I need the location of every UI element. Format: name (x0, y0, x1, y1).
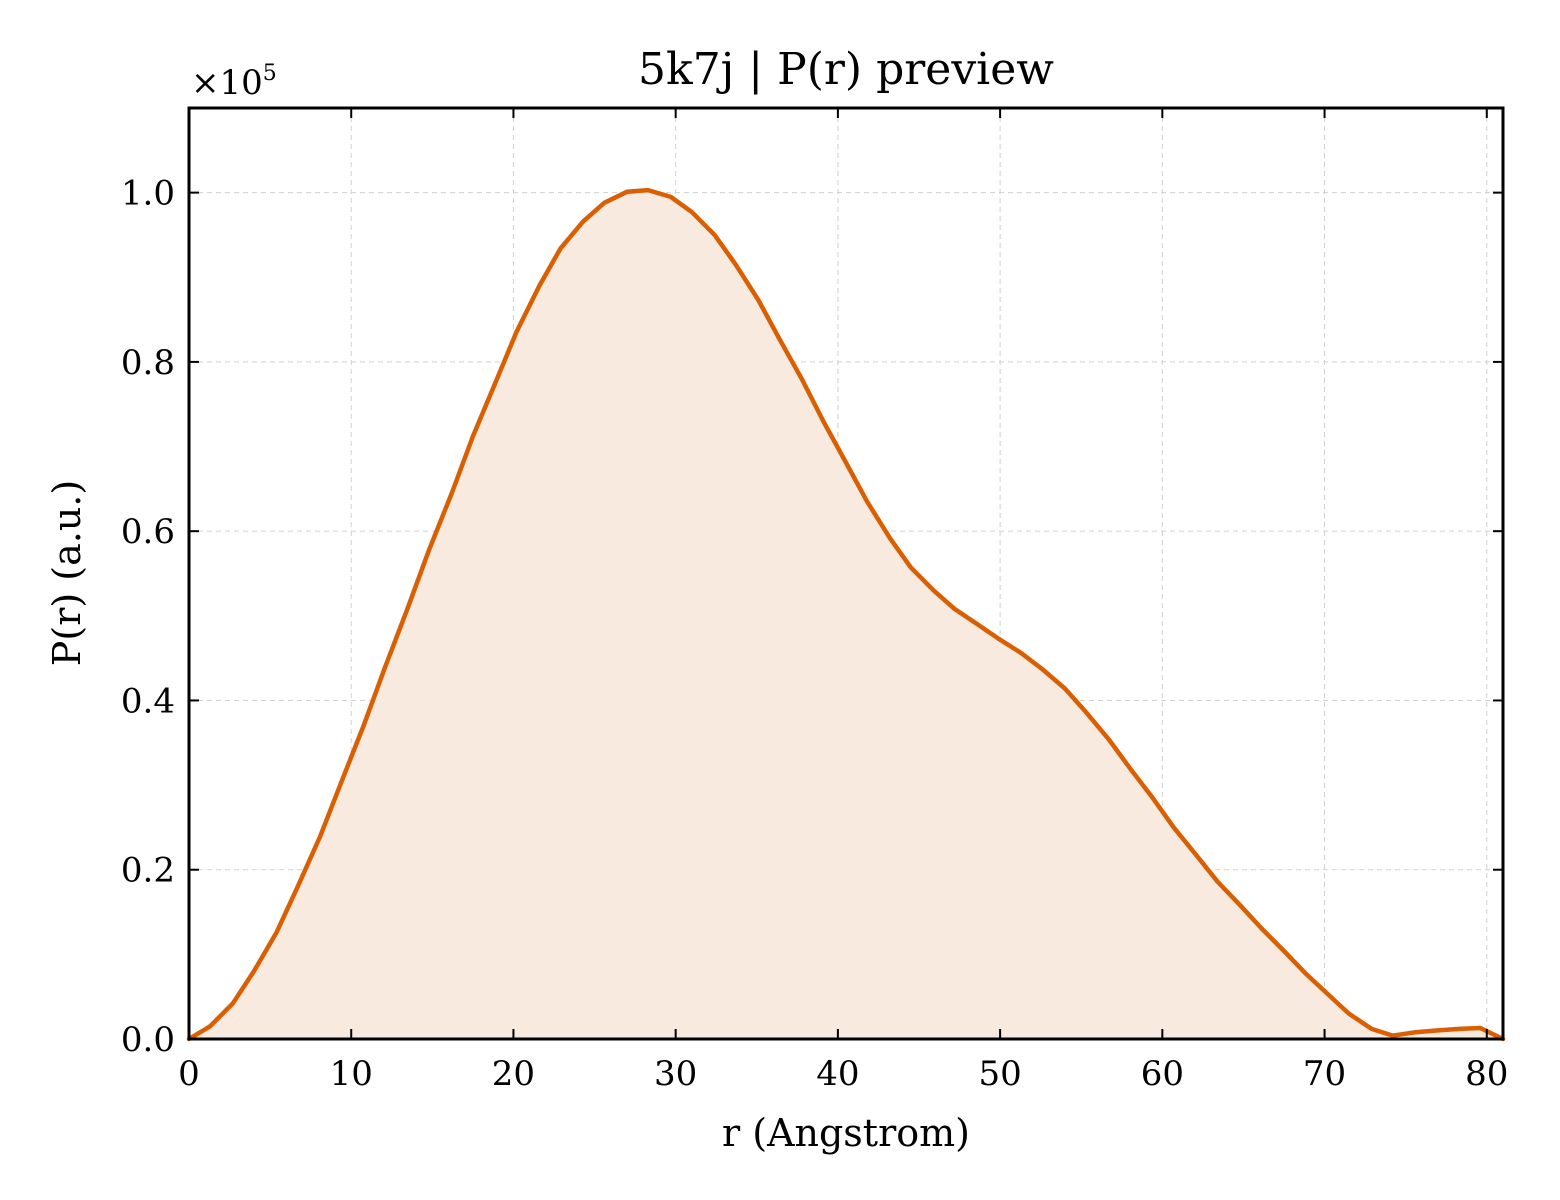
y-scale-factor-base: ×10 (191, 63, 263, 103)
y-axis-label: P(r) (a.u.) (45, 480, 89, 666)
plot-frame (187, 106, 1505, 1041)
x-tick-label: 70 (1303, 1054, 1346, 1094)
y-tick-label: 0.6 (121, 512, 175, 552)
x-tick-label: 50 (978, 1054, 1021, 1094)
x-tick-label: 0 (178, 1054, 200, 1094)
x-tick-label: 30 (654, 1054, 697, 1094)
y-tick-label: 0.8 (121, 343, 175, 383)
y-tick-label: 0.0 (121, 1020, 175, 1060)
y-tick-label: 1.0 (121, 174, 175, 214)
x-tick-label: 20 (492, 1054, 535, 1094)
y-tick-label: 0.4 (121, 681, 175, 721)
tick-layer: 0 10 20 30 40 50 60 70 80 0.0 0.2 0.4 0.6 0.8 1.0 (121, 108, 1508, 1094)
pr-data-line (186, 187, 1506, 1042)
y-scale-factor-exponent: 5 (263, 61, 277, 86)
x-tick-label: 80 (1465, 1054, 1508, 1094)
y-tick-label: 0.2 (121, 851, 175, 891)
y-scale-factor: ×105 (191, 61, 277, 103)
x-tick-label: 60 (1141, 1054, 1184, 1094)
x-tick-label: 10 (330, 1054, 373, 1094)
chart-title: 5k7j | P(r) preview (638, 44, 1054, 95)
x-tick-label: 40 (816, 1054, 859, 1094)
pr-area-fill (189, 190, 1503, 1040)
x-axis-label: r (Angstrom) (722, 1111, 970, 1155)
